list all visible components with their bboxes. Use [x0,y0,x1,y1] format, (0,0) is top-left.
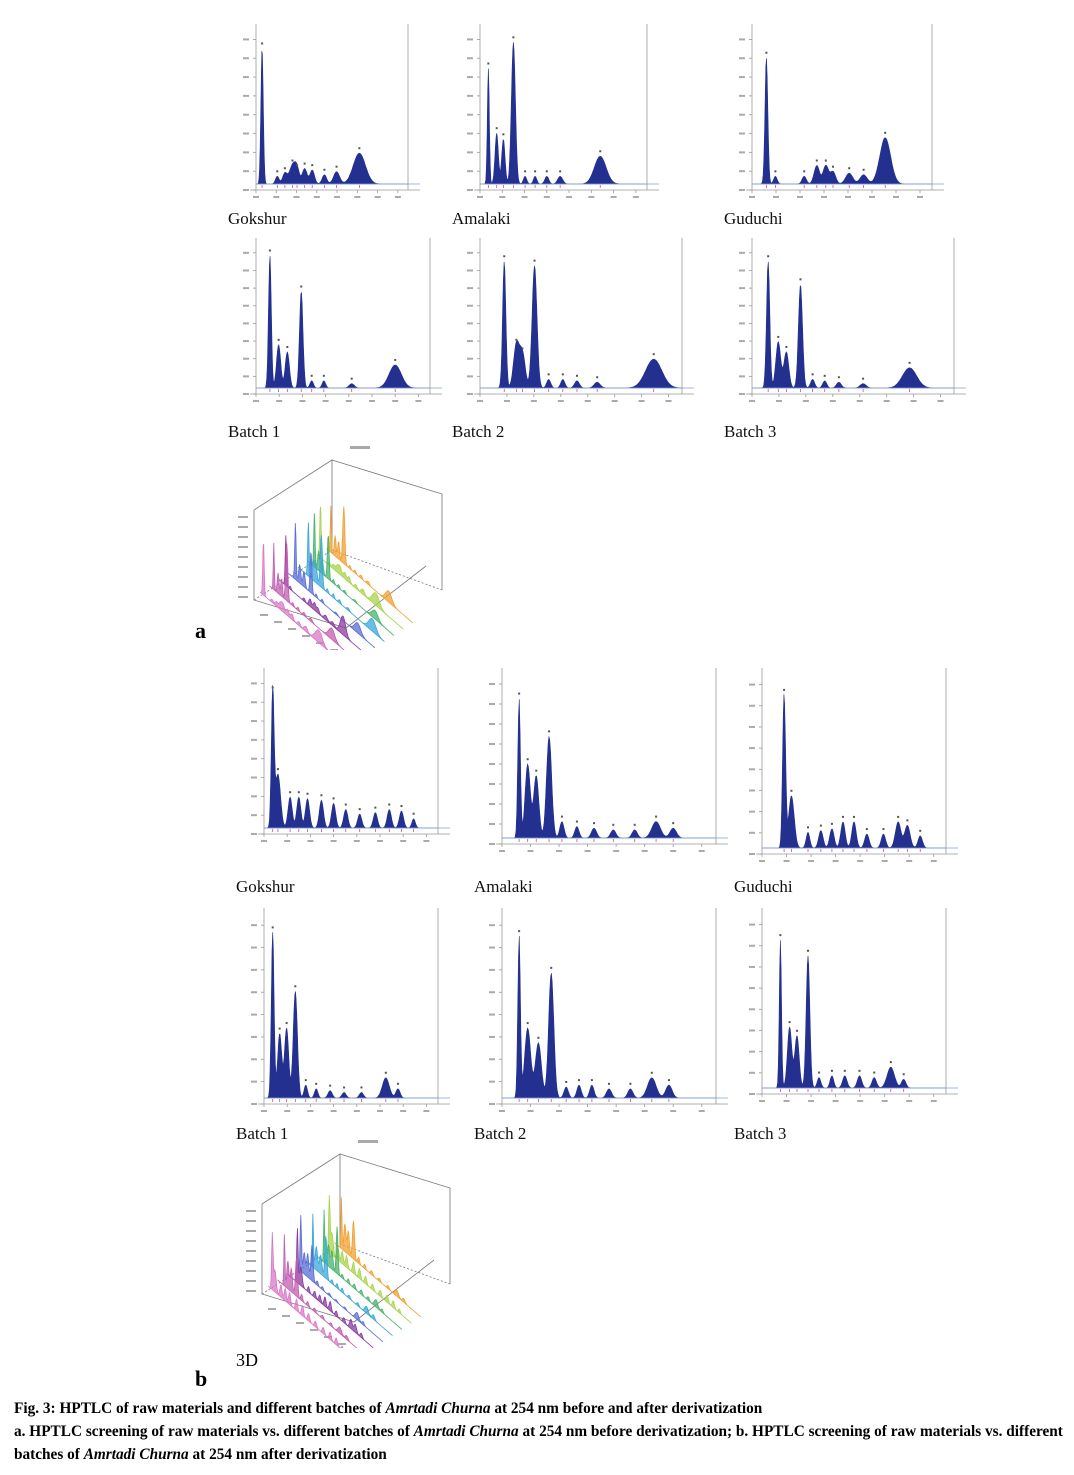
chromatogram-peaks [752,58,932,185]
chromatogram-plot [739,24,944,198]
section-letter-a: a [195,618,206,643]
stacked-track [267,1232,344,1348]
stacked-track [324,1194,412,1324]
hptlc-panel-a-batch2 [452,232,702,412]
panel-label-b-batch1: Batch 1 [236,1124,289,1143]
stacked-track [297,522,385,642]
stacked-track [288,523,376,649]
stacked-track [278,535,362,650]
hptlc-panel-b-batch2 [474,902,736,1122]
chromatogram-peaks [264,932,438,1099]
hptlc-panel-b-gokshur [236,662,458,852]
caption-description: a. HPTLC screening of raw materials vs. … [14,1423,1063,1463]
chromatogram-peaks [264,685,438,829]
chromatogram-plot [489,908,728,1112]
hptlc-panel-a-amalaki [452,18,667,208]
chromatogram-plot [467,24,659,198]
hptlc-panel-b-amalaki [474,662,736,862]
chromatogram-plot [251,908,450,1112]
stacked-track [277,1234,358,1348]
panel-label-b-guduchi: Guduchi [734,877,793,896]
chromatogram-peaks [762,694,946,849]
threed-label: 3D [236,1350,258,1370]
stacked-track [305,1213,393,1336]
hptlc-panel-a-batch1 [228,232,450,412]
hptlc-panel-b-batch1 [236,902,458,1122]
chromatogram-plot [243,24,420,198]
chromatogram-plot [467,238,694,402]
chromatogram-peaks [762,940,946,1089]
hptlc-panel-a-gokshur [228,18,428,208]
stacked-track [334,1197,422,1318]
hptlc-panel-a-batch3 [724,232,974,412]
hptlc-3d-plot-b [246,1140,451,1348]
panel-label-b-batch3: Batch 3 [734,1124,787,1143]
chromatogram-peaks [502,935,716,1099]
section-letter-b: b [195,1366,208,1391]
stacked-track [259,543,329,650]
chromatogram-plot [739,238,966,402]
chromatogram-plot [251,668,450,842]
hptlc-panel-a-guduchi [724,18,952,208]
chromatogram-plot [243,238,442,402]
chromatogram-plot [749,908,958,1102]
stacked-track [269,542,345,650]
chromatogram-peaks [480,42,647,185]
chromatogram-peaks [502,699,716,839]
panel-label-b-batch2: Batch 2 [474,1124,527,1143]
hptlc-panel-b-batch3 [734,902,966,1112]
panel-label-b-gokshur: Gokshur [236,877,295,896]
chromatogram-peaks [256,256,430,389]
panel-label-a-gokshur: Gokshur [228,209,287,228]
stacked-track [296,1215,384,1343]
panel-label-a-amalaki: Amalaki [452,209,511,228]
caption-title: Fig. 3: HPTLC of raw materials and diffe… [14,1400,763,1417]
stacked-track [326,505,414,624]
chromatogram-plot [749,668,958,862]
hptlc-panel-b-guduchi [734,662,966,872]
chromatogram-peaks [480,261,683,389]
panel-label-a-batch3: Batch 3 [724,422,777,441]
chromatogram-peaks [752,261,954,389]
panel-label-a-batch2: Batch 2 [452,422,505,441]
figure-caption: Fig. 3: HPTLC of raw materials and diffe… [14,1397,1072,1466]
panel-label-a-guduchi: Guduchi [724,209,783,228]
panel-label-a-batch1: Batch 1 [228,422,281,441]
chromatogram-peaks [256,50,408,185]
hptlc-3d-plot-a [238,446,443,650]
stacked-track [315,1209,403,1330]
panel-label-b-amalaki: Amalaki [474,877,533,896]
stacked-track [316,506,404,630]
chromatogram-plot [489,668,728,852]
stacked-track [286,1228,374,1348]
